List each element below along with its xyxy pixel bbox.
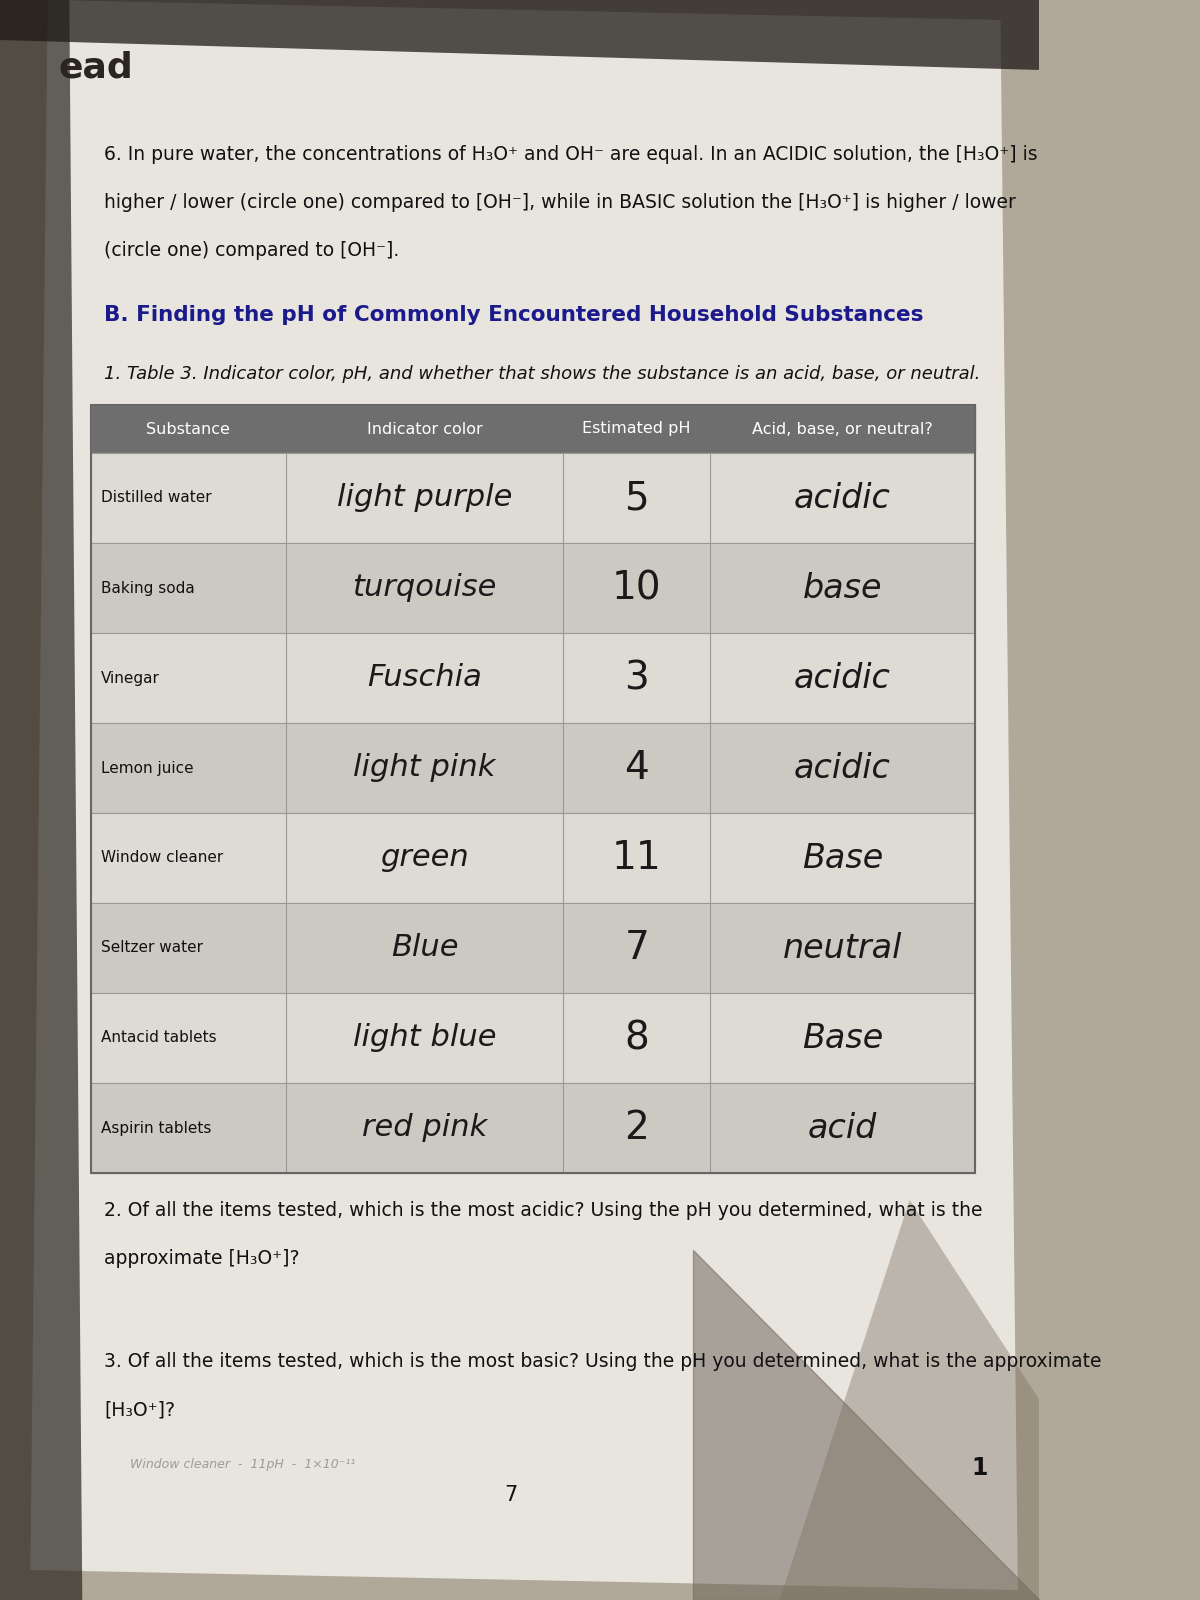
Text: 8: 8	[624, 1019, 649, 1058]
Text: Substance: Substance	[146, 421, 230, 437]
Text: 3: 3	[624, 659, 649, 698]
Text: Vinegar: Vinegar	[101, 670, 161, 685]
Text: turqouise: turqouise	[353, 573, 497, 603]
Text: ead: ead	[59, 50, 133, 83]
Text: 1. Table 3. Indicator color, pH, and whether that shows the substance is an acid: 1. Table 3. Indicator color, pH, and whe…	[104, 365, 980, 382]
FancyBboxPatch shape	[91, 405, 974, 453]
Text: 7: 7	[624, 930, 649, 966]
Text: Fuschia: Fuschia	[367, 664, 482, 693]
Text: [H₃O⁺]?: [H₃O⁺]?	[104, 1400, 175, 1419]
Text: base: base	[803, 571, 882, 605]
Text: 7: 7	[504, 1485, 517, 1506]
Polygon shape	[30, 0, 1018, 1590]
Text: Estimated pH: Estimated pH	[582, 421, 691, 437]
Text: Indicator color: Indicator color	[366, 421, 482, 437]
Text: B. Finding the pH of Commonly Encountered Household Substances: B. Finding the pH of Commonly Encountere…	[104, 306, 924, 325]
Text: 10: 10	[612, 570, 661, 606]
Text: 1: 1	[971, 1456, 988, 1480]
Text: Aspirin tablets: Aspirin tablets	[101, 1120, 211, 1136]
Text: 2. Of all the items tested, which is the most acidic? Using the pH you determine: 2. Of all the items tested, which is the…	[104, 1202, 983, 1219]
FancyBboxPatch shape	[91, 634, 974, 723]
Text: acidic: acidic	[794, 661, 890, 694]
Text: Antacid tablets: Antacid tablets	[101, 1030, 217, 1045]
Text: 11: 11	[612, 838, 661, 877]
FancyBboxPatch shape	[91, 542, 974, 634]
Text: neutral: neutral	[782, 931, 902, 965]
Text: higher / lower (circle one) compared to [OH⁻], while in BASIC solution the [H₃O⁺: higher / lower (circle one) compared to …	[104, 194, 1016, 211]
FancyBboxPatch shape	[91, 902, 974, 994]
Text: (circle one) compared to [OH⁻].: (circle one) compared to [OH⁻].	[104, 242, 400, 259]
Text: Blue: Blue	[391, 933, 458, 963]
Polygon shape	[0, 0, 1039, 70]
FancyBboxPatch shape	[91, 1083, 974, 1173]
Text: Lemon juice: Lemon juice	[101, 760, 194, 776]
Text: 5: 5	[624, 478, 649, 517]
Text: light pink: light pink	[353, 754, 496, 782]
Text: acidic: acidic	[794, 752, 890, 784]
FancyBboxPatch shape	[91, 723, 974, 813]
Text: light blue: light blue	[353, 1024, 497, 1053]
Text: Seltzer water: Seltzer water	[101, 941, 203, 955]
Text: Base: Base	[802, 842, 883, 875]
Polygon shape	[0, 0, 83, 1600]
Text: 3. Of all the items tested, which is the most basic? Using the pH you determined: 3. Of all the items tested, which is the…	[104, 1352, 1102, 1371]
Text: 4: 4	[624, 749, 649, 787]
FancyBboxPatch shape	[91, 453, 974, 542]
Text: Acid, base, or neutral?: Acid, base, or neutral?	[752, 421, 932, 437]
FancyBboxPatch shape	[91, 813, 974, 902]
Text: light purple: light purple	[337, 483, 512, 512]
FancyBboxPatch shape	[91, 994, 974, 1083]
Text: acid: acid	[808, 1112, 877, 1144]
Text: Distilled water: Distilled water	[101, 491, 212, 506]
Text: Window cleaner  -  11pH  -  1×10⁻¹¹: Window cleaner - 11pH - 1×10⁻¹¹	[130, 1458, 355, 1470]
Polygon shape	[780, 1200, 1039, 1600]
Text: red pink: red pink	[362, 1114, 487, 1142]
Text: Window cleaner: Window cleaner	[101, 851, 223, 866]
Text: acidic: acidic	[794, 482, 890, 515]
Text: 2: 2	[624, 1109, 649, 1147]
Text: 6. In pure water, the concentrations of H₃O⁺ and OH⁻ are equal. In an ACIDIC sol: 6. In pure water, the concentrations of …	[104, 146, 1038, 165]
Text: green: green	[380, 843, 469, 872]
Text: approximate [H₃O⁺]?: approximate [H₃O⁺]?	[104, 1250, 300, 1267]
Text: Baking soda: Baking soda	[101, 581, 196, 595]
Text: Base: Base	[802, 1021, 883, 1054]
